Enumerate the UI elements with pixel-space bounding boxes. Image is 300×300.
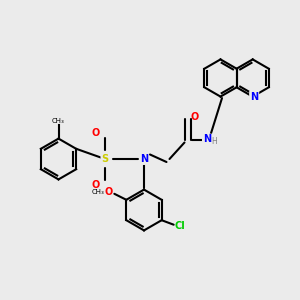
Text: O: O	[92, 179, 100, 190]
Text: H: H	[212, 136, 218, 146]
Text: N: N	[203, 134, 211, 145]
Text: CH₃: CH₃	[52, 118, 65, 124]
Text: N: N	[140, 154, 148, 164]
Text: O: O	[191, 112, 199, 122]
Text: N: N	[250, 92, 258, 102]
Text: O: O	[104, 187, 112, 197]
Text: S: S	[101, 154, 109, 164]
Text: CH₃: CH₃	[92, 189, 104, 195]
Text: O: O	[92, 128, 100, 139]
Text: Cl: Cl	[174, 221, 185, 231]
